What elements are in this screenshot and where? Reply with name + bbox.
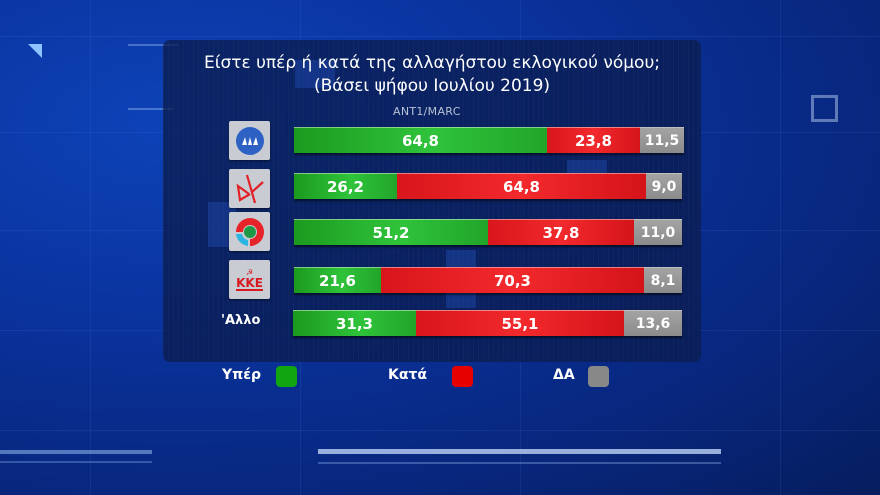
decorative-line bbox=[128, 44, 178, 46]
bar-segment-no: 23,8 bbox=[547, 127, 640, 153]
party-logo-kinal bbox=[229, 212, 270, 251]
party-logo-syriza bbox=[229, 169, 270, 208]
bar-row-other: 31,3 55,1 13,6 bbox=[293, 310, 682, 336]
background-gridline bbox=[0, 430, 880, 431]
corner-triangle-icon bbox=[28, 44, 42, 58]
row-label-other: 'Αλλο bbox=[221, 313, 261, 328]
party-logo-nd bbox=[229, 121, 270, 160]
bar-row-nd: 64,8 23,8 11,5 bbox=[294, 127, 684, 153]
bar-segment-no: 37,8 bbox=[488, 219, 634, 245]
bar-segment-na: 11,5 bbox=[640, 127, 684, 153]
decorative-line bbox=[0, 450, 152, 454]
legend-label-no: Κατά bbox=[388, 367, 428, 383]
nd-logo-icon bbox=[235, 126, 264, 155]
bar-segment-na: 9,0 bbox=[646, 173, 682, 199]
bar-segment-na: 8,1 bbox=[644, 267, 682, 293]
chart-subtitle: (Βάσει ψήφου Ιουλίου 2019) bbox=[313, 76, 551, 96]
legend-swatch-no bbox=[452, 366, 473, 387]
bar-segment-no: 64,8 bbox=[397, 173, 646, 199]
decorative-line bbox=[318, 462, 721, 464]
bar-segment-yes: 64,8 bbox=[294, 127, 547, 153]
legend-label-yes: Υπέρ bbox=[222, 367, 262, 383]
bar-segment-yes: 31,3 bbox=[293, 310, 416, 336]
square-outline-icon bbox=[811, 95, 838, 122]
bar-segment-yes: 21,6 bbox=[294, 267, 381, 293]
syriza-logo-icon bbox=[236, 174, 264, 203]
bar-segment-yes: 51,2 bbox=[294, 219, 488, 245]
bar-row-kinal: 51,2 37,8 11,0 bbox=[294, 219, 682, 245]
chart-panel: Είστε υπέρ ή κατά της αλλαγήστου εκλογικ… bbox=[163, 40, 701, 362]
bar-segment-yes: 26,2 bbox=[294, 173, 397, 199]
bar-row-kke: 21,6 70,3 8,1 bbox=[294, 267, 682, 293]
kinal-logo-icon bbox=[235, 217, 264, 246]
bar-segment-no: 55,1 bbox=[416, 310, 624, 336]
legend-label-na: ΔΑ bbox=[553, 367, 575, 383]
bar-segment-na: 11,0 bbox=[634, 219, 682, 245]
decorative-line bbox=[128, 108, 173, 110]
chart-title-line1: Είστε υπέρ ή κατά της αλλαγήστου εκλογικ… bbox=[203, 53, 661, 73]
legend-swatch-yes bbox=[276, 366, 297, 387]
chart-title: Είστε υπέρ ή κατά της αλλαγήστου εκλογικ… bbox=[163, 52, 701, 98]
party-logo-kke: ☭ ΚΚΕ bbox=[229, 260, 270, 299]
background-gridline bbox=[0, 36, 880, 37]
legend-swatch-na bbox=[588, 366, 609, 387]
decorative-block bbox=[295, 60, 335, 88]
hammer-sickle-icon: ☭ bbox=[245, 267, 254, 277]
bar-row-syriza: 26,2 64,8 9,0 bbox=[294, 173, 682, 199]
decorative-line bbox=[318, 449, 721, 454]
bar-segment-na: 13,6 bbox=[624, 310, 682, 336]
bar-segment-no: 70,3 bbox=[381, 267, 644, 293]
poll-source: ANT1/MARC bbox=[393, 105, 461, 118]
background-gridline bbox=[780, 0, 781, 495]
background-gridline bbox=[90, 0, 91, 495]
decorative-line bbox=[0, 461, 152, 463]
kke-logo-icon: ΚΚΕ bbox=[236, 275, 263, 291]
